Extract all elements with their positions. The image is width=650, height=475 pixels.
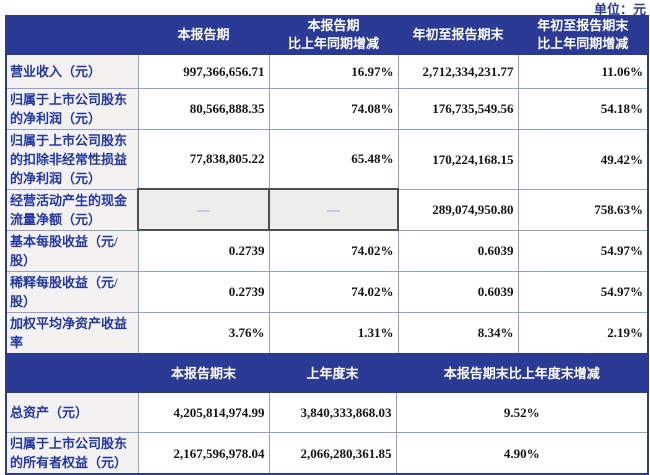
cell-value: 1.31%: [269, 312, 398, 354]
tables-container: 本报告期 本报告期 比上年同期增减 年初至报告期末 年初至报告期末 比上年同期增…: [5, 15, 647, 475]
cell-value: 0.6039: [398, 230, 518, 271]
table-header-row: 本报告期末 上年度末 本报告期末比上年度末增减: [6, 356, 648, 393]
cell-value: 74.02%: [269, 271, 398, 312]
cell-value: 2,712,334,231.77: [398, 54, 518, 88]
row-label: 归属于上市公司股东的扣除非经常性损益的净利润（元）: [6, 129, 138, 189]
cell-value: 4.90%: [396, 433, 648, 475]
table-row-basic-eps: 基本每股收益（元/股） 0.2739 74.02% 0.6039 54.97%: [6, 230, 648, 271]
cell-value: 77,838,805.22: [138, 129, 269, 189]
table-row-shareholders-equity: 归属于上市公司股东的所有者权益（元） 2,167,596,978.04 2,06…: [6, 433, 648, 475]
cell-value: 176,735,549.56: [398, 88, 518, 129]
cell-value: 2.19%: [518, 312, 648, 354]
table-row-diluted-eps: 稀释每股收益（元/股） 0.2739 74.02% 0.6039 54.97%: [6, 271, 648, 312]
table-row-operating-cash-flow: 经营活动产生的现金流量净额（元） — — 289,074,950.80 758.…: [6, 189, 648, 230]
table-row-revenue: 营业收入（元） 997,366,656.71 16.97% 2,712,334,…: [6, 54, 648, 88]
cell-dash: —: [269, 189, 398, 230]
cell-value: 3,840,333,868.03: [269, 393, 396, 433]
empty-header-cell: [6, 356, 138, 393]
table-row-net-profit: 归属于上市公司股东的净利润（元） 80,566,888.35 74.08% 17…: [6, 88, 648, 129]
cell-value: 997,366,656.71: [138, 54, 269, 88]
cell-value: 289,074,950.80: [398, 189, 518, 230]
cell-value: 54.97%: [518, 271, 648, 312]
row-label: 经营活动产生的现金流量净额（元）: [6, 189, 138, 230]
cell-value: 0.2739: [138, 230, 269, 271]
report-page: { "unit_label": "单位：元", "colors": { "hea…: [0, 0, 650, 449]
cell-value: 2,167,596,978.04: [138, 433, 269, 475]
row-label: 营业收入（元）: [6, 54, 138, 88]
table-row-net-profit-excl-nonrecurring: 归属于上市公司股东的扣除非经常性损益的净利润（元） 77,838,805.22 …: [6, 129, 648, 189]
cell-value: 74.08%: [269, 88, 398, 129]
cell-value: 9.52%: [396, 393, 648, 433]
cell-value: 49.42%: [518, 129, 648, 189]
column-header-current-period-change: 本报告期 比上年同期增减: [269, 16, 398, 54]
column-header-current-period: 本报告期: [138, 16, 269, 54]
cell-value: 54.18%: [518, 88, 648, 129]
balance-sheet-table: 本报告期末 上年度末 本报告期末比上年度末增减 总资产（元） 4,205,814…: [5, 355, 649, 475]
column-header-prior-year-end: 上年度末: [269, 356, 396, 393]
row-label: 基本每股收益（元/股）: [6, 230, 138, 271]
cell-value: 758.63%: [518, 189, 648, 230]
table-row-total-assets: 总资产（元） 4,205,814,974.99 3,840,333,868.03…: [6, 393, 648, 433]
key-financials-table: 本报告期 本报告期 比上年同期增减 年初至报告期末 年初至报告期末 比上年同期增…: [5, 15, 649, 355]
cell-value: 16.97%: [269, 54, 398, 88]
empty-header-cell: [6, 16, 138, 54]
cell-value: 4,205,814,974.99: [138, 393, 269, 433]
row-label: 总资产（元）: [6, 393, 138, 433]
cell-value: 0.2739: [138, 271, 269, 312]
cell-value: 65.48%: [269, 129, 398, 189]
column-header-period-end: 本报告期末: [138, 356, 269, 393]
cell-value: 74.02%: [269, 230, 398, 271]
table-row-weighted-avg-roe: 加权平均净资产收益率 3.76% 1.31% 8.34% 2.19%: [6, 312, 648, 354]
cell-value: 3.76%: [138, 312, 269, 354]
cell-value: 54.97%: [518, 230, 648, 271]
column-header-ytd: 年初至报告期末: [398, 16, 518, 54]
cell-value: 80,566,888.35: [138, 88, 269, 129]
column-header-ytd-change: 年初至报告期末 比上年同期增减: [518, 16, 648, 54]
cell-value: 2,066,280,361.85: [269, 433, 396, 475]
row-label: 稀释每股收益（元/股）: [6, 271, 138, 312]
table-header-row: 本报告期 本报告期 比上年同期增减 年初至报告期末 年初至报告期末 比上年同期增…: [6, 16, 648, 54]
row-label: 归属于上市公司股东的净利润（元）: [6, 88, 138, 129]
row-label: 加权平均净资产收益率: [6, 312, 138, 354]
cell-dash: —: [138, 189, 269, 230]
cell-value: 170,224,168.15: [398, 129, 518, 189]
cell-value: 11.06%: [518, 54, 648, 88]
cell-value: 0.6039: [398, 271, 518, 312]
column-header-period-end-change: 本报告期末比上年度末增减: [396, 356, 648, 393]
row-label: 归属于上市公司股东的所有者权益（元）: [6, 433, 138, 475]
cell-value: 8.34%: [398, 312, 518, 354]
